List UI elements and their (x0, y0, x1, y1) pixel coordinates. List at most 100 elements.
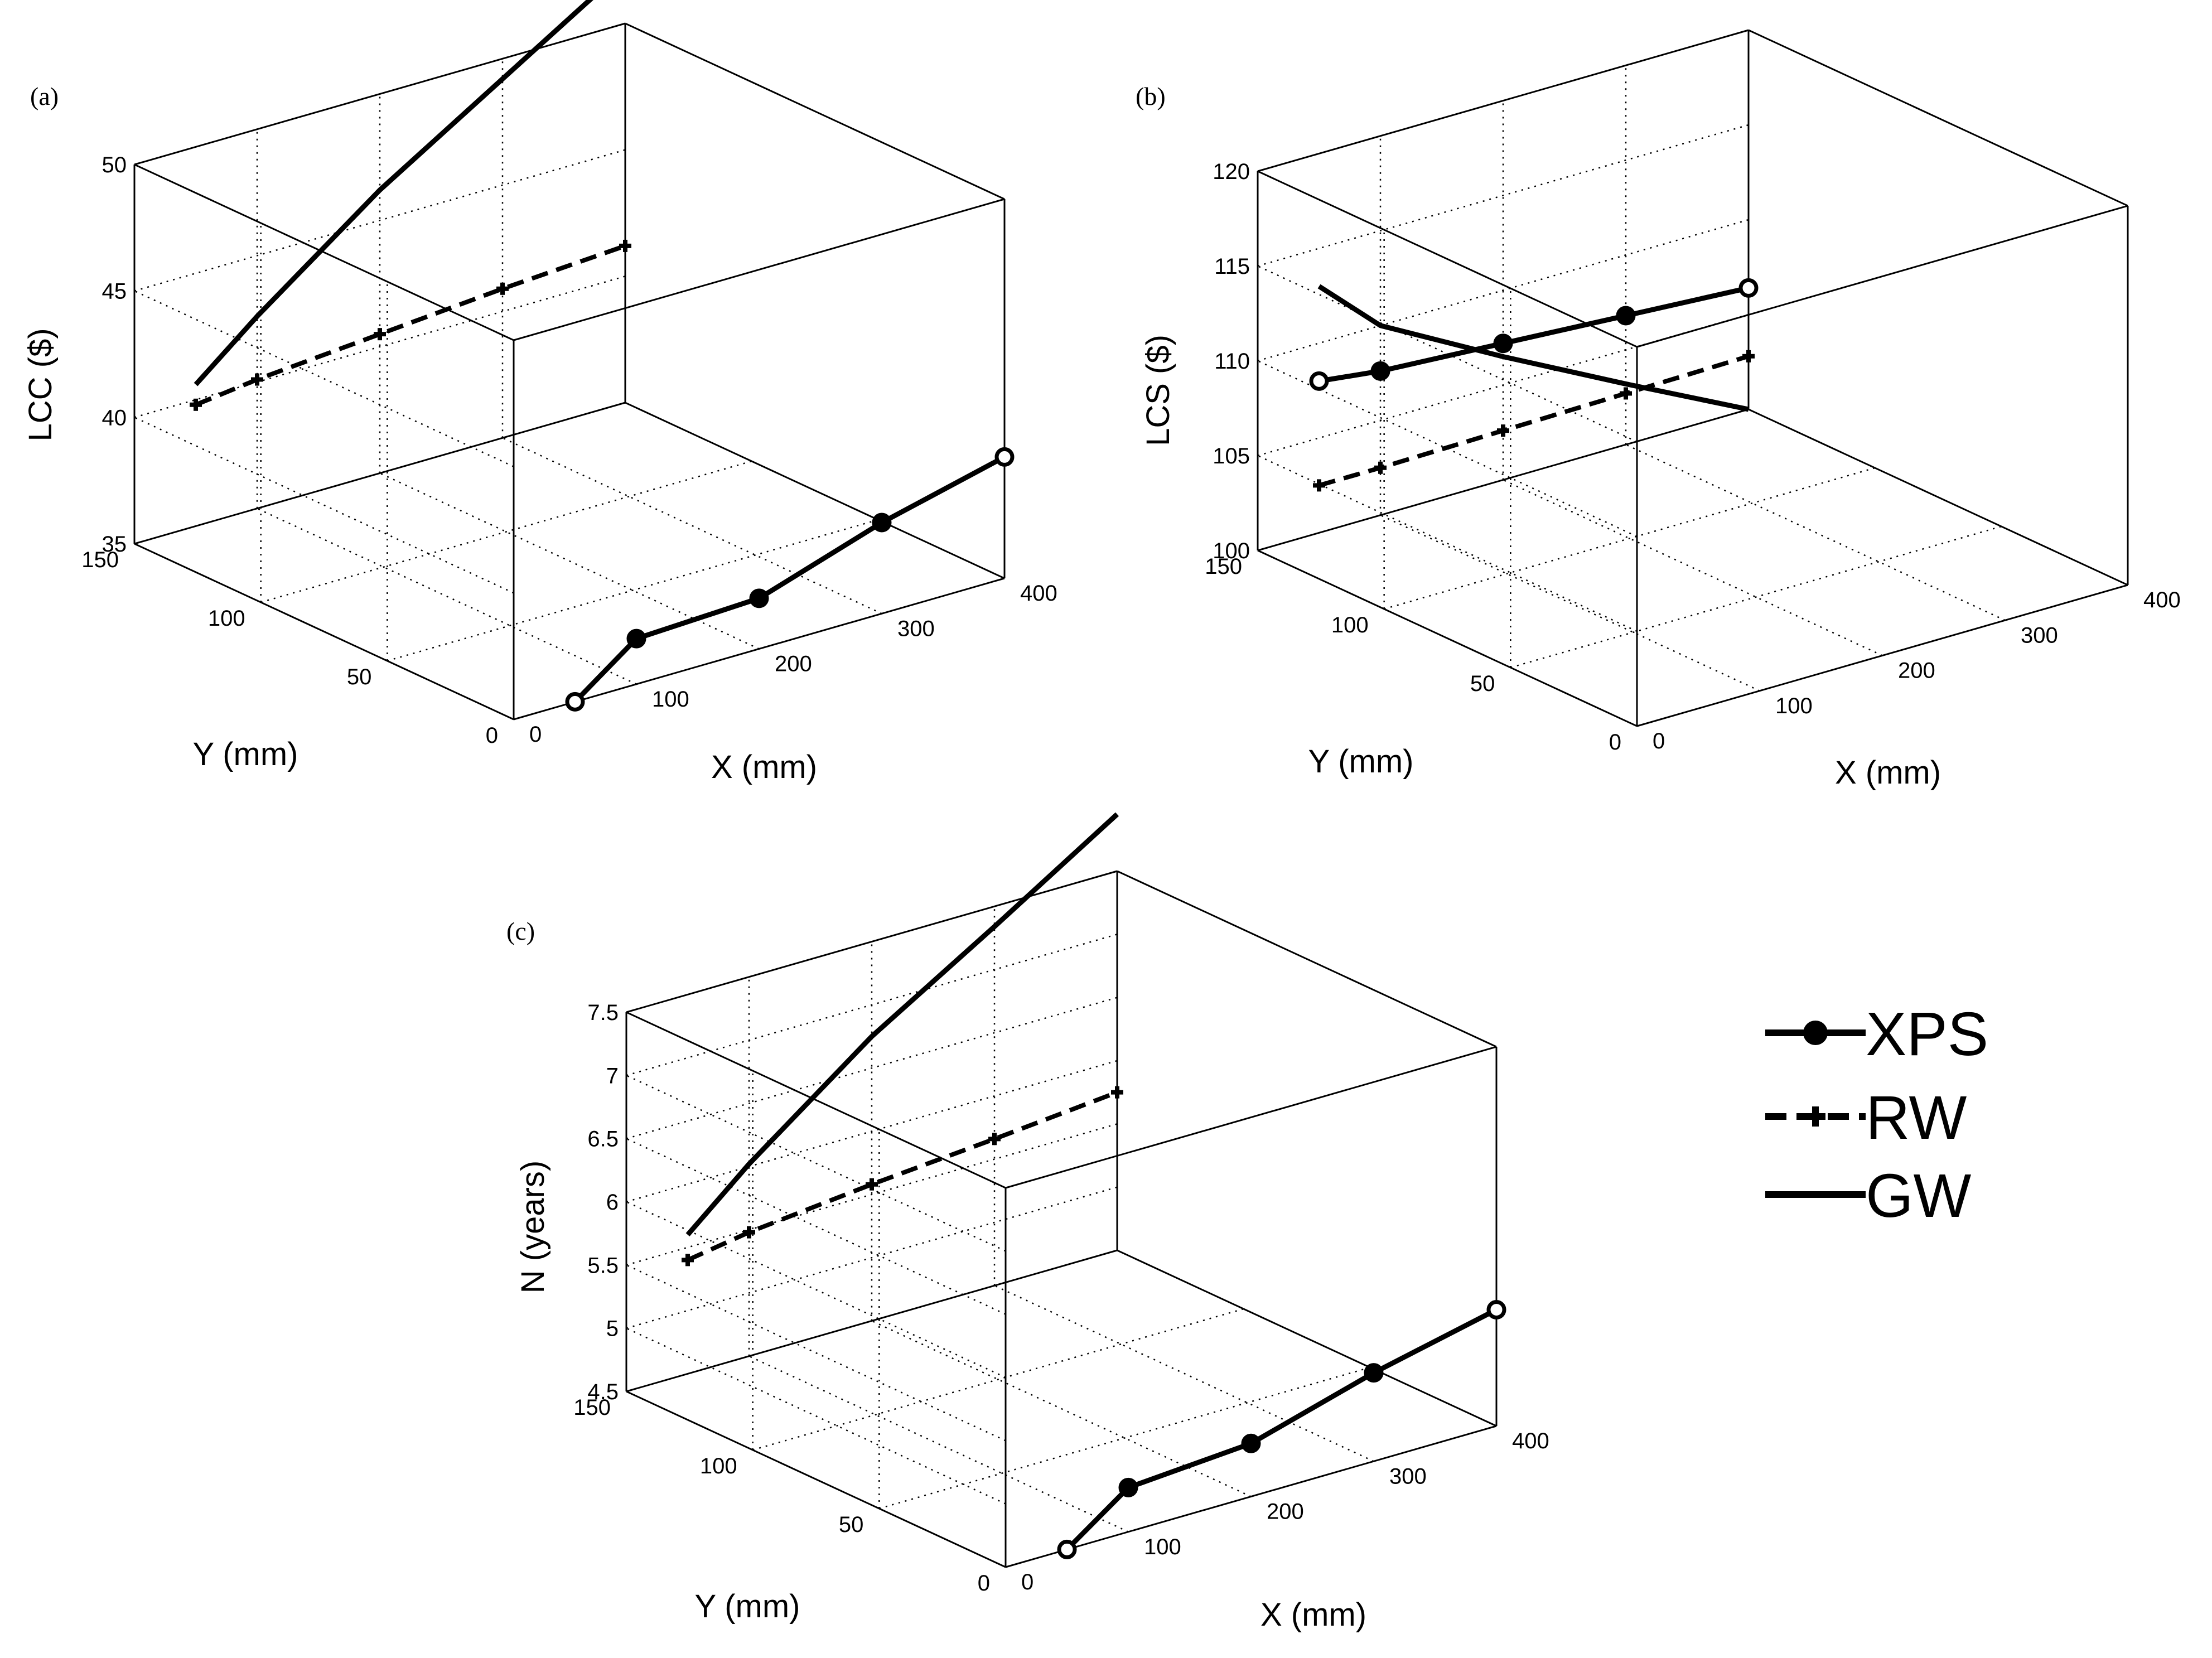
legend-item-gw: GW (1765, 1162, 1972, 1230)
legend-item-xps: XPS (1765, 1000, 1988, 1069)
data-point-xps (994, 447, 1015, 467)
x-tick-label: 200 (1267, 1500, 1304, 1524)
grid-line (1257, 313, 1749, 457)
axis-box-edge (1257, 408, 1749, 552)
z-tick-label: 7 (606, 1064, 619, 1088)
series-line-rw (687, 1090, 1118, 1263)
axis-box-edge (625, 402, 1005, 579)
y-tick-label: 50 (1470, 671, 1495, 696)
z-axis-label: LCC ($) (22, 328, 59, 441)
x-axis-label: X (mm) (711, 749, 817, 785)
z-tick-label: 5.5 (587, 1253, 619, 1278)
grid-line (626, 1327, 1006, 1505)
grid-line (626, 1201, 1006, 1379)
data-point-xps (1309, 371, 1329, 391)
z-tick-label: 50 (102, 153, 127, 177)
data-point-rw (496, 282, 509, 295)
data-point-xps (1370, 361, 1390, 381)
x-tick-label: 300 (1389, 1464, 1427, 1488)
series-line-rw (195, 244, 626, 407)
axis-box-edge (626, 870, 1118, 1013)
grid-line (626, 1075, 1006, 1252)
y-axis-label: Y (mm) (192, 736, 298, 772)
grid-line (878, 1366, 1370, 1510)
axis-box-edge (1257, 549, 1638, 727)
grid-line (626, 934, 1118, 1076)
data-point-rw (1497, 424, 1509, 437)
grid-line (1257, 455, 1638, 632)
axis-box-edge (626, 1390, 1006, 1568)
grid-line (1625, 444, 2006, 621)
data-point-rw (1313, 479, 1325, 492)
grid-line (871, 1320, 1252, 1497)
z-axis-label: LCS ($) (1140, 335, 1176, 446)
grid-line (1384, 467, 1876, 610)
grid-line (1257, 219, 1749, 362)
y-tick-label: 0 (978, 1571, 990, 1596)
y-tick-label: 100 (700, 1454, 737, 1478)
data-point-xps (1738, 278, 1759, 298)
x-tick-label: 100 (1144, 1535, 1181, 1559)
data-point-xps (1364, 1363, 1384, 1383)
panel-label: (c) (506, 917, 535, 945)
grid-line (379, 472, 760, 650)
z-tick-label: 105 (1213, 444, 1250, 468)
x-tick-label: 200 (775, 652, 812, 676)
data-point-xps (1241, 1433, 1261, 1453)
axis-box-edge (1257, 170, 1638, 348)
data-point-xps (565, 692, 585, 712)
axis-box-edge (134, 543, 514, 721)
grid-line (626, 1138, 1006, 1315)
axis-box-edge (625, 22, 1005, 200)
axis-box-edge (1257, 29, 1749, 172)
grid-line (134, 290, 514, 467)
axis-box-edge (134, 163, 514, 341)
y-tick-label: 150 (1205, 554, 1242, 579)
grid-line (626, 1123, 1118, 1266)
grid-line (626, 997, 1118, 1139)
data-point-xps (872, 513, 892, 533)
grid-line (260, 460, 752, 603)
series-line-gw (194, 0, 593, 386)
grid-line (134, 417, 514, 594)
panel-label: (b) (1136, 82, 1166, 110)
z-axis-label: N (years) (515, 1161, 551, 1293)
x-tick-label: 300 (897, 616, 935, 641)
y-tick-label: 0 (486, 723, 498, 748)
grid-line (626, 1264, 1006, 1442)
z-tick-label: 40 (102, 405, 127, 430)
grid-line (748, 1355, 1129, 1533)
grid-line (134, 275, 626, 418)
x-tick-label: 100 (652, 687, 689, 712)
data-point-rw (1374, 461, 1387, 474)
x-tick-label: 0 (529, 722, 542, 747)
data-point-rw (374, 328, 386, 341)
x-tick-label: 100 (1775, 694, 1813, 718)
y-tick-label: 50 (347, 665, 372, 689)
data-point-rw (190, 398, 202, 411)
x-tick-label: 400 (1512, 1429, 1549, 1453)
axis-box-edge (513, 198, 1005, 341)
grid-line (752, 1308, 1244, 1451)
z-tick-label: 120 (1213, 159, 1250, 184)
axis-box-edge (1748, 408, 2128, 586)
grid-line (387, 519, 878, 662)
z-tick-label: 5 (606, 1317, 619, 1341)
z-tick-label: 6 (606, 1190, 619, 1215)
data-point-xps (1057, 1539, 1077, 1559)
data-point-xps (1486, 1299, 1506, 1319)
data-point-rw (988, 1133, 1001, 1145)
grid-line (1510, 525, 2002, 669)
axis-box-edge (626, 1011, 1006, 1189)
z-tick-label: 45 (102, 279, 127, 304)
z-tick-label: 100 (1213, 539, 1250, 563)
panel-label: (a) (30, 82, 59, 110)
legend-label: XPS (1866, 1000, 1988, 1069)
grid-line (257, 507, 637, 685)
axis-box-edge (1636, 584, 2128, 727)
grid-line (626, 1186, 1118, 1329)
legend: XPS RW GW (1765, 1000, 1988, 1230)
legend-label: RW (1866, 1084, 1967, 1152)
data-point-rw (1742, 350, 1755, 362)
axis-box-edge (1117, 870, 1497, 1048)
